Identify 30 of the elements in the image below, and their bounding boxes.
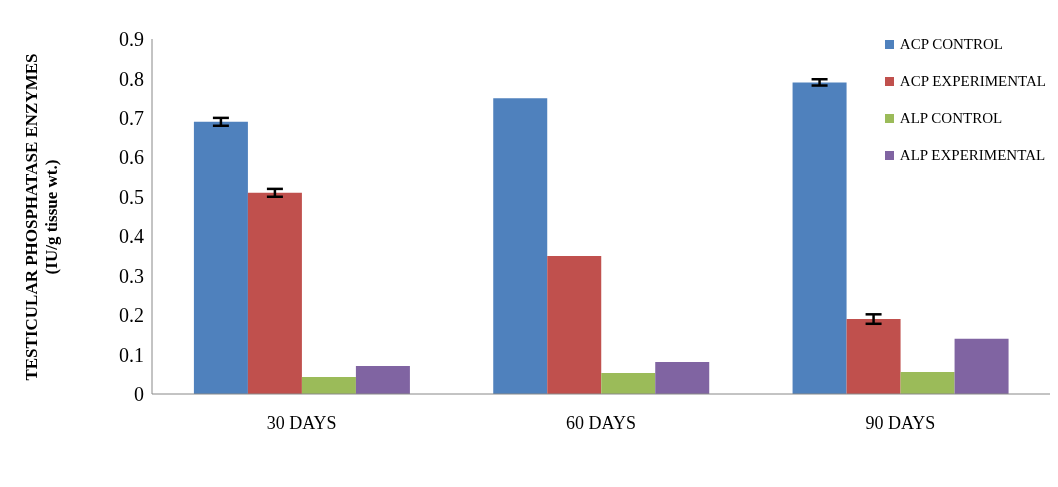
bar bbox=[493, 98, 548, 394]
y-tick-label: 0.8 bbox=[119, 67, 144, 90]
x-tick-label: 30 DAYS bbox=[266, 412, 337, 433]
legend-label: ACP CONTROL bbox=[899, 36, 1004, 53]
y-tick-label: 0.9 bbox=[119, 28, 144, 51]
bar bbox=[193, 121, 248, 394]
x-tick-label: 60 DAYS bbox=[566, 412, 636, 433]
bar bbox=[846, 319, 901, 394]
x-tick-label: 90 DAYS bbox=[865, 412, 936, 433]
y-tick-label: 0.2 bbox=[119, 304, 144, 327]
legend-label: ACP EXPERIMENTAL bbox=[899, 73, 1046, 90]
legend-label: ALP EXPERIMENTAL bbox=[899, 147, 1046, 164]
y-tick-label: 0.6 bbox=[119, 146, 144, 169]
y-tick-label: 0.5 bbox=[119, 185, 144, 208]
bar bbox=[792, 82, 847, 394]
bar bbox=[601, 373, 656, 394]
bar bbox=[954, 338, 1009, 394]
y-tick-label: 0.4 bbox=[119, 225, 144, 248]
bar bbox=[655, 362, 710, 394]
legend-label: ALP CONTROL bbox=[899, 110, 1003, 127]
bar bbox=[247, 192, 302, 394]
bar bbox=[355, 365, 410, 394]
y-tick-label: 0.7 bbox=[119, 106, 144, 129]
y-axis-title: TESTICULAR PHOSPHATASE ENZYMES (IU/g tissue wt.) bbox=[22, 51, 62, 382]
y-tick-label: 0.1 bbox=[119, 343, 144, 366]
bar bbox=[547, 255, 602, 394]
bar bbox=[900, 371, 955, 394]
bar bbox=[301, 377, 356, 394]
y-tick-label: 0 bbox=[134, 383, 144, 406]
y-tick-label: 0.3 bbox=[119, 264, 144, 287]
